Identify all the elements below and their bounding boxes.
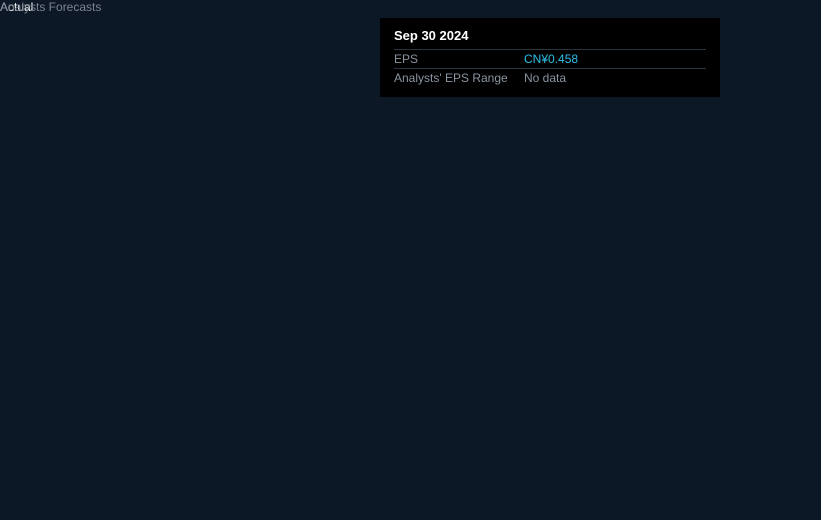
tooltip-value: No data <box>524 71 566 85</box>
tooltip-row: Analysts' EPS RangeNo data <box>394 68 706 87</box>
forecast-label: Analysts Forecasts <box>0 0 101 14</box>
tooltip-date: Sep 30 2024 <box>394 28 706 43</box>
eps-chart: Sep 30 2024 EPSCN¥0.458Analysts' EPS Ran… <box>0 0 821 520</box>
tooltip-label: Analysts' EPS Range <box>394 71 524 85</box>
tooltip-row: EPSCN¥0.458 <box>394 49 706 68</box>
tooltip-value: CN¥0.458 <box>524 52 578 66</box>
tooltip-label: EPS <box>394 52 524 66</box>
tooltip: Sep 30 2024 EPSCN¥0.458Analysts' EPS Ran… <box>380 18 720 97</box>
